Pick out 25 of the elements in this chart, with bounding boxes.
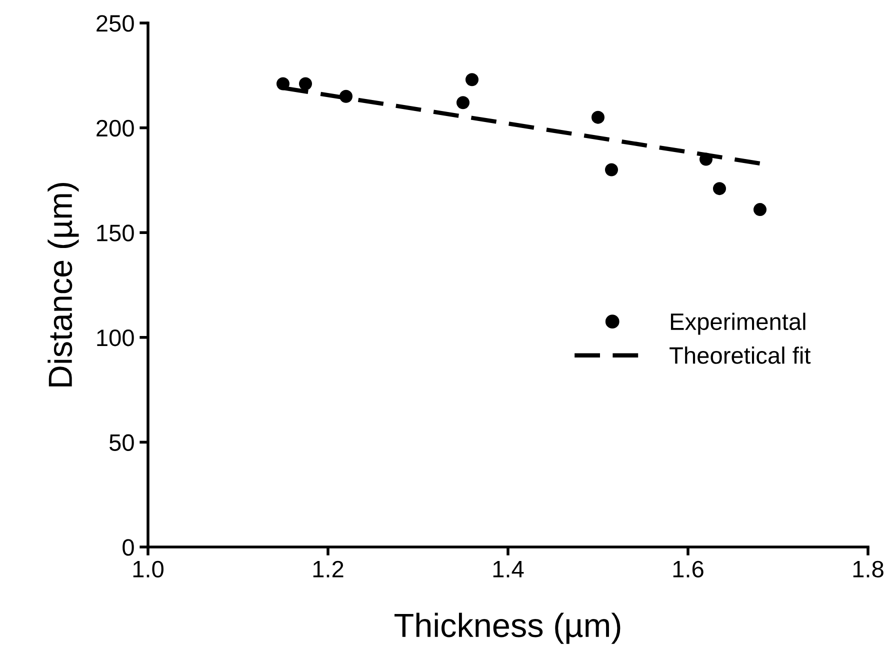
- y-tick-label: 50: [109, 434, 134, 451]
- y-tick-label: 0: [122, 539, 134, 556]
- y-tick-label: 200: [96, 120, 134, 137]
- point: [591, 110, 605, 124]
- point: [604, 163, 618, 176]
- x-tick-label: 1.8: [853, 560, 884, 578]
- x-tick-label: 1.0: [133, 560, 164, 578]
- point: [339, 90, 353, 103]
- x-tick-label: 1.6: [673, 560, 704, 578]
- x-tick-label: 1.2: [313, 560, 344, 578]
- point: [298, 77, 312, 90]
- point: [753, 203, 767, 216]
- y-tick-label: 250: [96, 15, 134, 32]
- y-axis-title: Distance (µm): [48, 183, 79, 386]
- point: [699, 152, 713, 166]
- point: [712, 182, 726, 196]
- x-tick-label: 1.4: [493, 561, 524, 578]
- y-tick-label: 100: [97, 329, 134, 346]
- x-axis-title: Thickness (µm): [394, 612, 620, 644]
- point: [456, 96, 470, 110]
- legend-label: Experimental: [670, 312, 806, 335]
- legend-label: Theoretical fit: [670, 346, 811, 364]
- y-tick-label: 150: [97, 224, 134, 242]
- point: [276, 77, 290, 90]
- point: [465, 73, 479, 86]
